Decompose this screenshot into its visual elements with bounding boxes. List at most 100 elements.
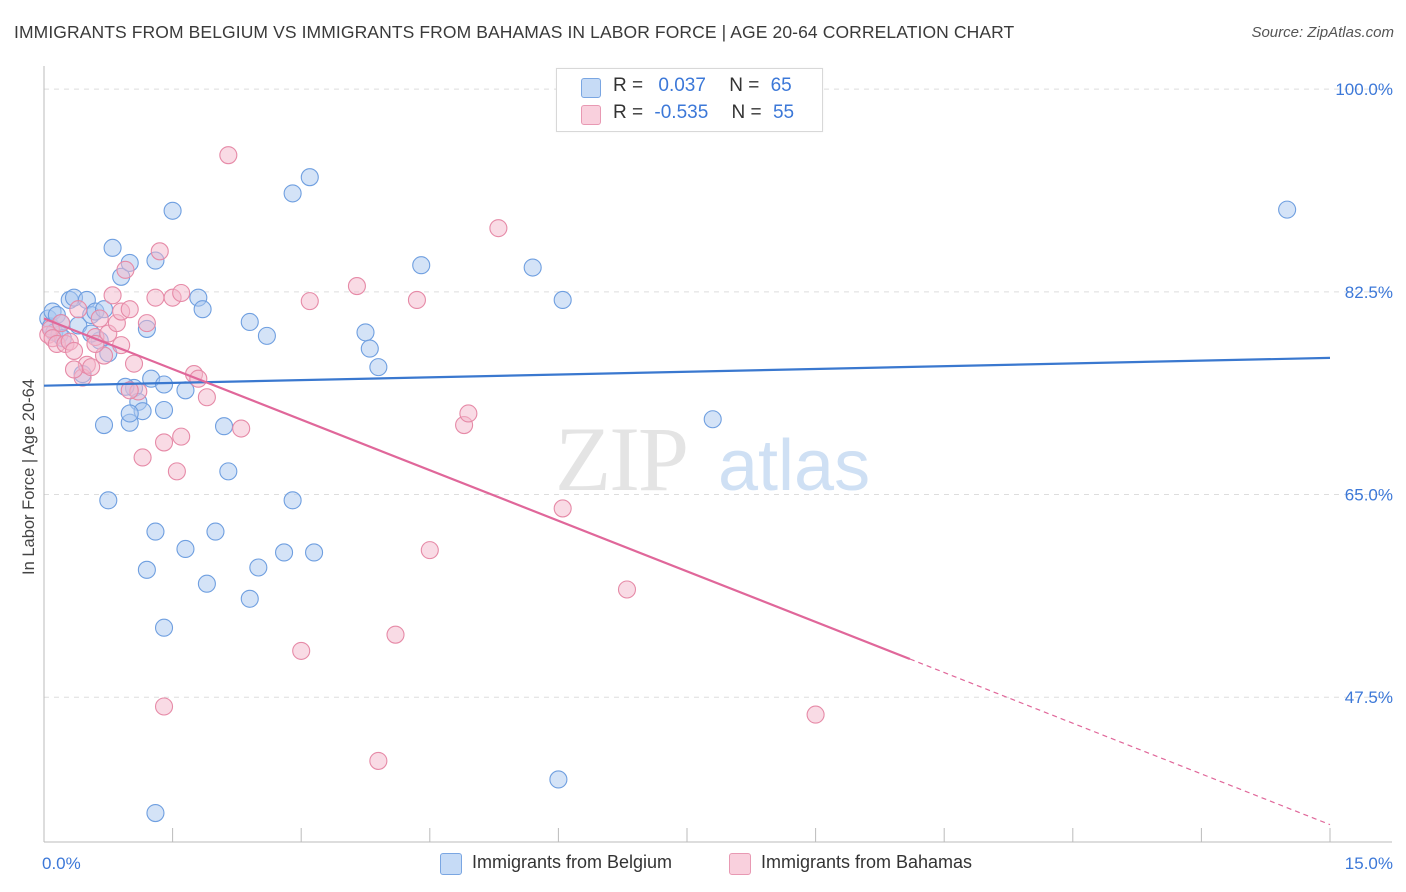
point-bahamas — [64, 341, 84, 360]
point-bahamas — [116, 260, 135, 279]
point-bahamas — [197, 388, 216, 407]
point-belgium — [553, 290, 572, 310]
bottom-legend-swatch-belgium — [440, 853, 462, 875]
grid-layer — [44, 88, 1392, 698]
legend-n-label: N = — [729, 75, 760, 96]
bottom-legend-label-belgium: Immigrants from Belgium — [472, 852, 673, 872]
point-bahamas — [407, 290, 426, 310]
legend-swatch-bahamas — [581, 105, 601, 125]
legend-n-label: N = — [731, 102, 762, 123]
tick-labels: 47.5% 65.0% 82.5% 100.0% 0.0% 15.0% — [42, 80, 1393, 873]
legend-swatch-belgium — [581, 78, 601, 98]
trend-lines — [43, 317, 1331, 826]
point-bahamas — [154, 433, 174, 452]
point-belgium — [94, 415, 114, 435]
legend-r-label: R = — [613, 102, 644, 123]
bottom-legend-swatch-bahamas — [729, 853, 751, 875]
point-bahamas — [617, 580, 637, 599]
correlation-legend: R = 0.037 N = 65 R = -0.535 N = 55 — [556, 68, 823, 132]
point-bahamas — [133, 448, 152, 467]
legend-r-value: 0.037 — [658, 75, 706, 96]
trendline-belgium — [43, 356, 1331, 387]
point-belgium — [154, 375, 174, 394]
point-bahamas — [553, 499, 572, 518]
point-bahamas — [154, 697, 174, 716]
bottom-legend-label-bahamas: Immigrants from Bahamas — [761, 852, 973, 872]
point-belgium — [214, 417, 234, 436]
point-belgium — [154, 400, 174, 420]
point-belgium — [120, 404, 139, 423]
point-belgium — [163, 201, 182, 220]
point-belgium — [99, 491, 118, 510]
point-bahamas — [90, 309, 109, 328]
y-tick-label: 82.5% — [1345, 283, 1393, 302]
point-belgium — [356, 323, 375, 342]
axis-layer — [43, 66, 1392, 843]
legend-text-belgium: R = 0.037 N = 65 — [613, 75, 792, 97]
point-bahamas — [300, 292, 319, 311]
point-bahamas — [806, 705, 825, 724]
point-bahamas — [369, 751, 388, 770]
watermark-zip: ZIP — [555, 408, 687, 510]
legend-r-label: R = — [613, 75, 644, 96]
point-belgium — [219, 462, 238, 481]
y-tick-label: 65.0% — [1345, 486, 1393, 505]
point-belgium — [146, 522, 165, 541]
point-bahamas — [146, 288, 165, 307]
point-belgium — [360, 339, 379, 358]
point-belgium — [283, 491, 302, 510]
point-belgium — [240, 589, 259, 608]
point-belgium — [193, 300, 212, 319]
point-belgium — [300, 168, 319, 187]
point-bahamas — [489, 219, 508, 238]
x-tick-label: 0.0% — [42, 854, 81, 873]
point-belgium — [137, 560, 156, 579]
series-belgium — [39, 168, 1297, 823]
y-axis-title: In Labor Force | Age 20-64 — [20, 379, 38, 575]
point-bahamas — [69, 300, 88, 319]
point-bahamas — [232, 419, 251, 438]
point-bahamas — [124, 354, 144, 373]
trendline-bahamas — [43, 317, 911, 661]
y-tick-label: 47.5% — [1345, 688, 1393, 707]
point-bahamas — [459, 404, 478, 423]
point-bahamas — [167, 462, 186, 481]
point-bahamas — [120, 300, 139, 319]
point-belgium — [197, 574, 216, 593]
point-bahamas — [103, 286, 122, 305]
point-belgium — [283, 184, 302, 203]
point-belgium — [305, 543, 324, 562]
point-belgium — [176, 539, 195, 559]
point-belgium — [154, 618, 174, 637]
watermark-atlas: atlas — [718, 426, 870, 506]
legend-r-value: -0.535 — [654, 102, 709, 123]
watermark: ZIP atlas — [555, 408, 870, 510]
point-bahamas — [420, 541, 439, 560]
point-belgium — [249, 558, 268, 577]
point-bahamas — [219, 146, 238, 165]
chart-source: Source: ZipAtlas.com — [1251, 24, 1394, 41]
point-belgium — [703, 410, 722, 429]
point-belgium — [146, 803, 165, 823]
point-bahamas — [386, 625, 405, 644]
series-bahamas — [39, 146, 825, 770]
point-belgium — [412, 256, 431, 275]
point-bahamas — [172, 427, 191, 446]
point-bahamas — [292, 641, 311, 660]
point-bahamas — [150, 242, 169, 261]
point-bahamas — [137, 314, 156, 333]
y-tick-label: 100.0% — [1335, 80, 1393, 99]
point-bahamas — [120, 381, 139, 400]
point-bahamas — [172, 283, 191, 303]
point-belgium — [103, 238, 122, 257]
point-belgium — [523, 258, 542, 277]
point-bahamas — [347, 277, 366, 296]
legend-text-bahamas: R = -0.535 N = 55 — [613, 102, 794, 124]
point-belgium — [1278, 200, 1297, 219]
point-belgium — [240, 312, 259, 332]
point-belgium — [206, 522, 225, 541]
x-tick-label: 15.0% — [1345, 854, 1393, 873]
legend-n-value: 55 — [772, 102, 795, 123]
chart-title: IMMIGRANTS FROM BELGIUM VS IMMIGRANTS FR… — [14, 22, 1015, 42]
